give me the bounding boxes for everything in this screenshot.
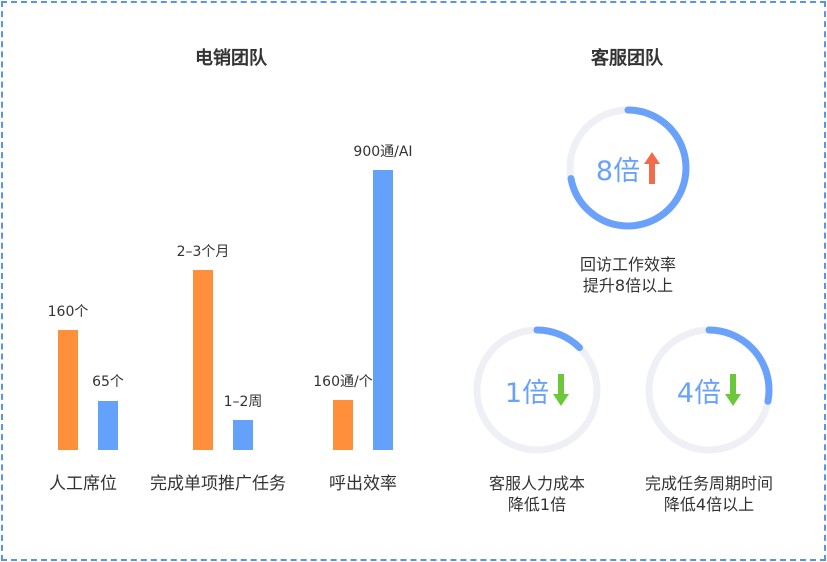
ring-gauge (473, 326, 601, 454)
arrow-up-icon (644, 152, 661, 184)
ring-progress-arc (566, 106, 690, 230)
ring-value-text: 1倍 (504, 377, 550, 409)
data-label: 900通/AI (353, 144, 413, 160)
ring-caption: 客服人力成本 降低1倍 (427, 473, 647, 515)
category-label: 完成单项推广任务 (150, 474, 286, 494)
ring-caption: 完成任务周期时间 降低4倍以上 (599, 473, 819, 515)
ring-progress-arc (645, 326, 773, 454)
ring-value: 8倍 (565, 105, 691, 231)
ring-gauge (645, 326, 773, 454)
bar-manual-seats-ai (98, 401, 118, 450)
bar-call-efficiency-ai (373, 170, 393, 450)
arrow-down-icon (725, 374, 742, 406)
ring-value-text: 4倍 (676, 377, 722, 409)
ring-caption: 回访工作效率 提升8倍以上 (518, 254, 738, 296)
bar-promo-task-ai (233, 420, 253, 450)
arrow-down-icon (553, 374, 570, 406)
data-label: 2–3个月 (176, 244, 230, 260)
ring-caption-line: 降低1倍 (507, 495, 567, 514)
data-label: 160通/个 (313, 374, 373, 390)
ring-caption-line: 完成任务周期时间 (644, 474, 773, 493)
bar-promo-task-human (193, 270, 213, 450)
ring-value: 1倍 (472, 325, 602, 455)
ring-caption-line: 客服人力成本 (488, 474, 585, 493)
right-panel-title: 客服团队 (591, 48, 663, 69)
ring-progress-arc (473, 326, 601, 454)
ring-gauge (566, 106, 690, 230)
ring-value-text: 8倍 (595, 155, 641, 187)
data-label: 1–2周 (223, 394, 263, 410)
ring-value: 4倍 (644, 325, 774, 455)
data-label: 160个 (47, 304, 89, 320)
ring-caption-line: 降低4倍以上 (663, 495, 755, 514)
category-label: 人工席位 (49, 474, 117, 494)
data-label: 65个 (92, 374, 124, 390)
ring-caption-line: 回访工作效率 (579, 255, 676, 274)
left-panel-title: 电销团队 (195, 48, 267, 69)
ring-caption-line: 提升8倍以上 (582, 276, 674, 295)
bar-call-efficiency-human (333, 400, 353, 450)
category-label: 呼出效率 (329, 474, 397, 494)
bar-manual-seats-human (58, 330, 78, 450)
